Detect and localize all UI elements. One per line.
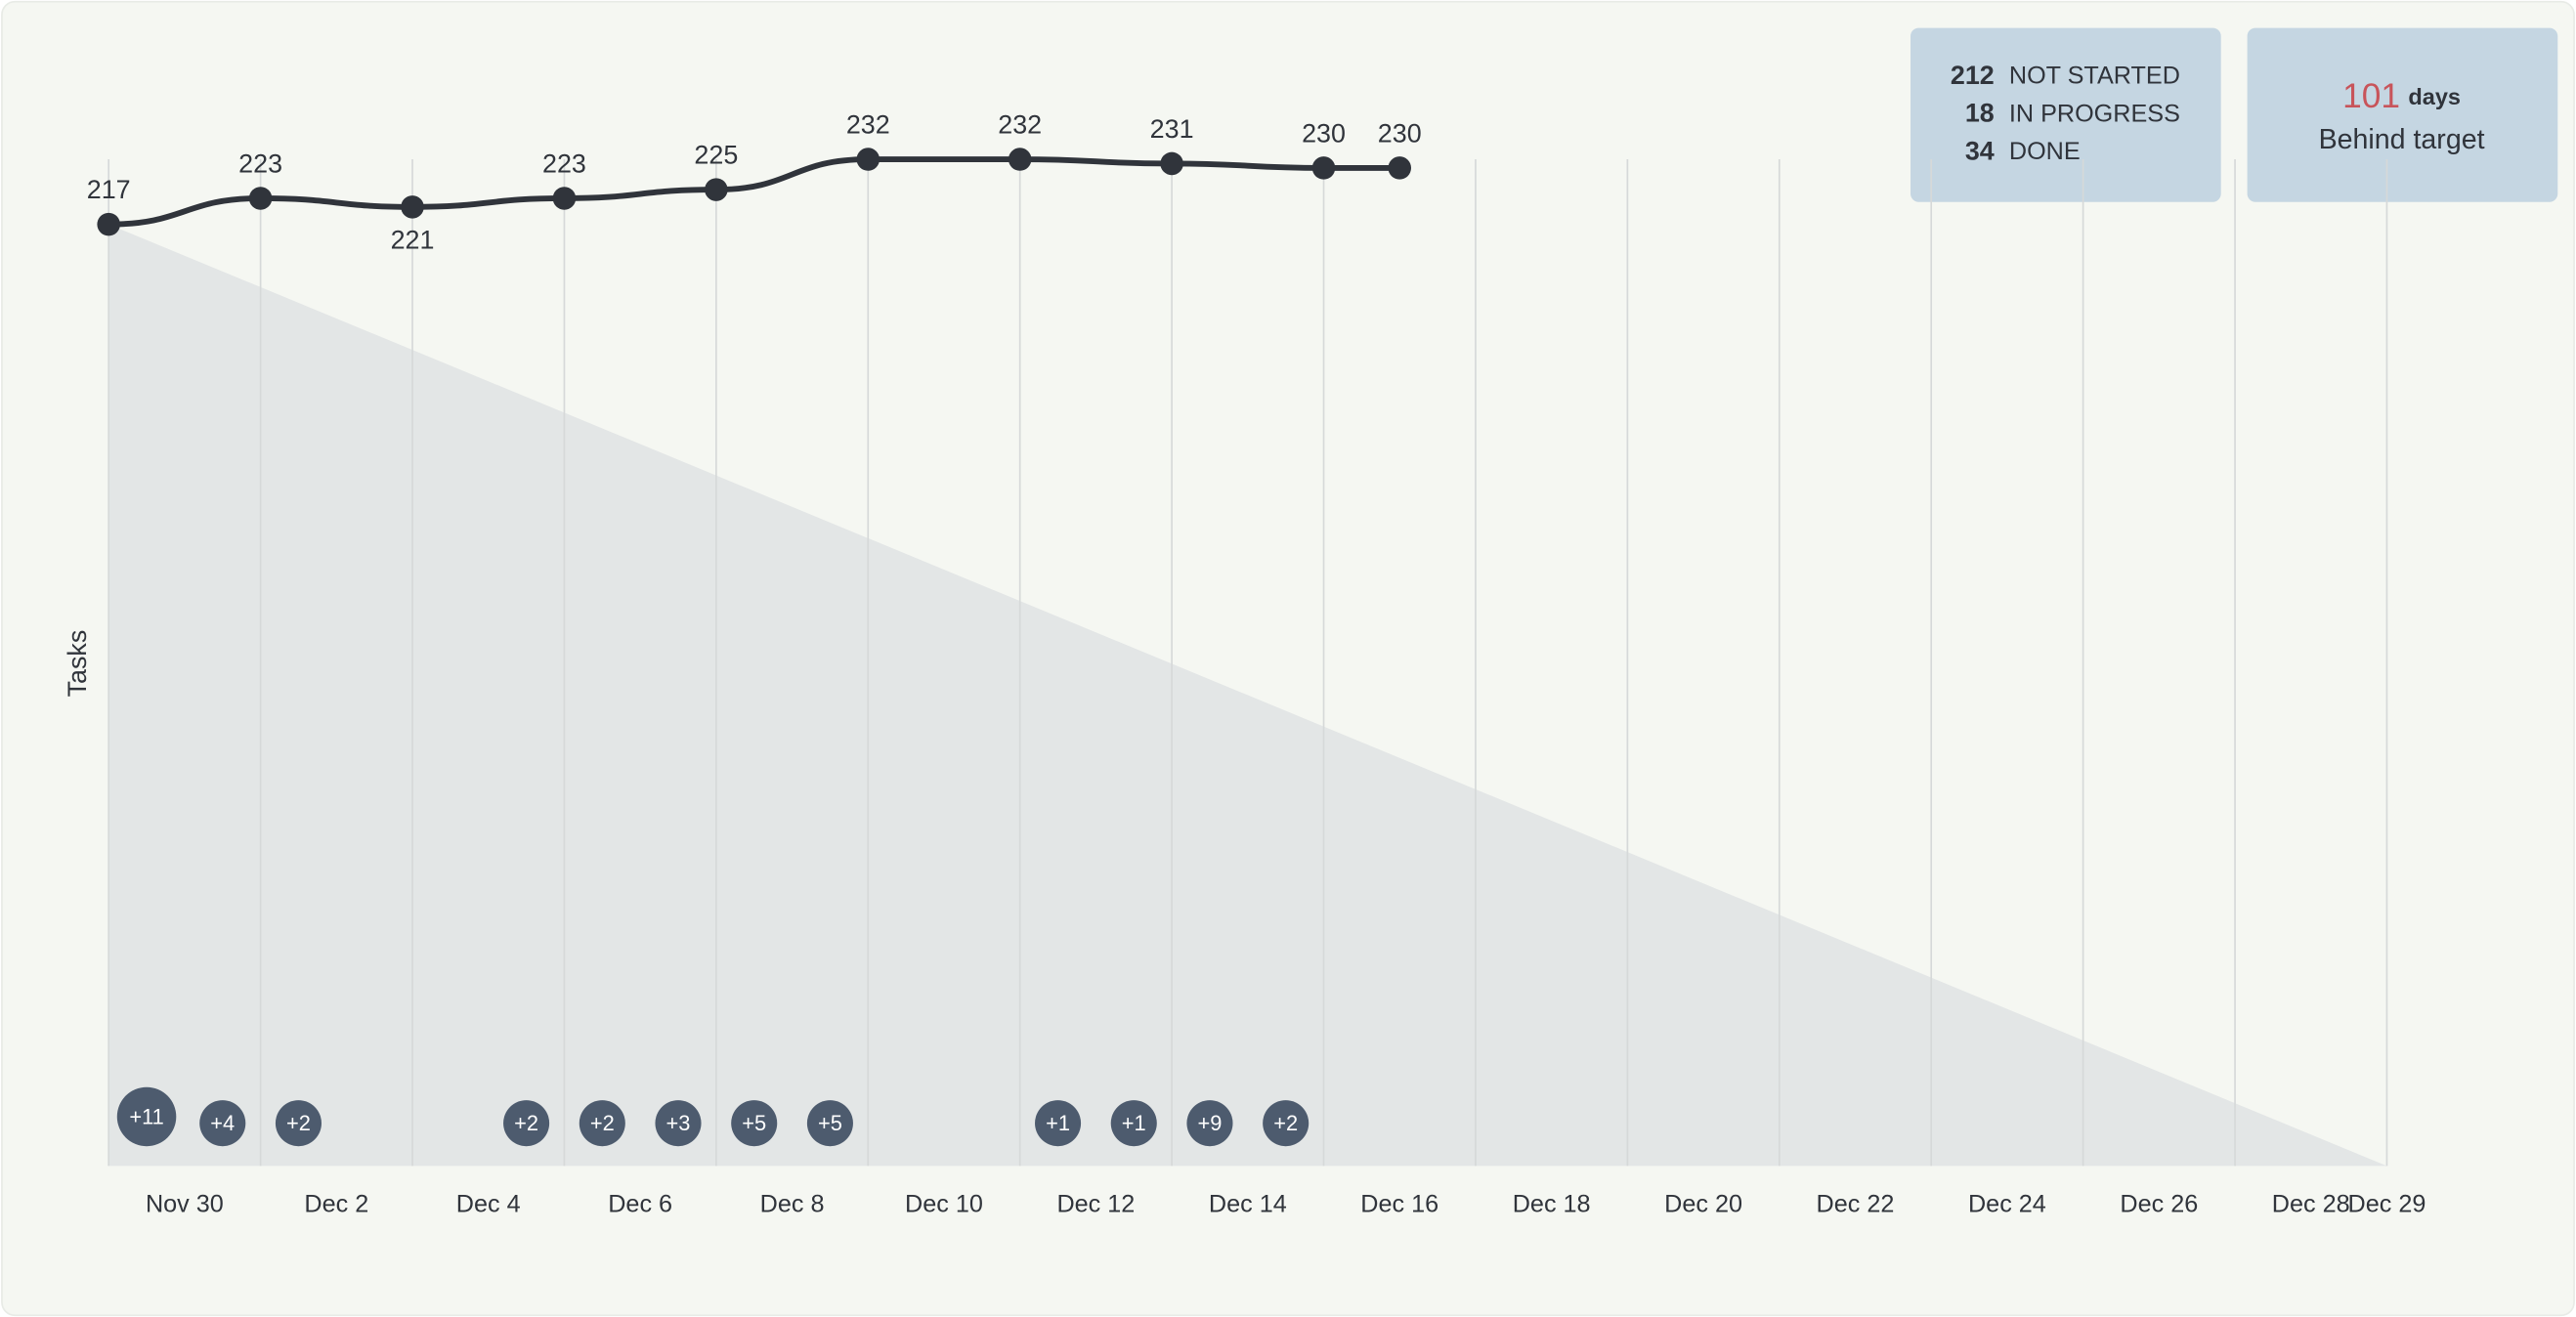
x-tick-label: Dec 20 bbox=[1664, 1190, 1742, 1217]
point bbox=[401, 195, 424, 219]
data-label: 221 bbox=[391, 225, 435, 254]
data-label: 217 bbox=[87, 175, 131, 204]
x-tick-label: Dec 26 bbox=[2120, 1190, 2198, 1217]
x-tick-label: Dec 4 bbox=[456, 1190, 521, 1217]
point bbox=[248, 187, 273, 210]
scope-label: +2 bbox=[590, 1111, 615, 1135]
data-label: 230 bbox=[1302, 118, 1346, 148]
point bbox=[856, 148, 880, 171]
summary-label: NOT STARTED bbox=[2009, 63, 2180, 90]
data-label: 223 bbox=[542, 149, 586, 178]
x-tick-label: Dec 14 bbox=[1209, 1190, 1287, 1217]
scope-label: +4 bbox=[210, 1111, 235, 1135]
scope-bubble bbox=[1186, 1100, 1233, 1147]
line bbox=[108, 156, 1400, 228]
x-tick-label: Nov 30 bbox=[146, 1190, 224, 1217]
data-label: 230 bbox=[1378, 118, 1422, 148]
scope-bubble bbox=[655, 1100, 702, 1147]
data-label: 225 bbox=[694, 141, 738, 170]
summary-box bbox=[1911, 27, 2221, 202]
summary-count: 18 bbox=[1965, 99, 1995, 128]
scope-label: +11 bbox=[129, 1104, 163, 1128]
behind-value: 101 days bbox=[2342, 77, 2461, 115]
point bbox=[1008, 148, 1032, 171]
x-tick-label: Dec 18 bbox=[1513, 1190, 1591, 1217]
point bbox=[1160, 151, 1183, 176]
scope-bubble bbox=[275, 1100, 322, 1147]
target-area bbox=[108, 224, 2387, 1167]
summary-count: 34 bbox=[1965, 136, 1995, 165]
behind-label: Behind target bbox=[2319, 124, 2485, 155]
scope-bubble bbox=[806, 1100, 853, 1147]
scope-label: +9 bbox=[1198, 1111, 1223, 1135]
data-label: 223 bbox=[238, 149, 282, 178]
x-tick-label: Dec 29 bbox=[2348, 1190, 2426, 1217]
scope-label: +2 bbox=[514, 1111, 538, 1135]
data-label: 232 bbox=[998, 110, 1042, 140]
scope-label: +5 bbox=[742, 1111, 766, 1135]
x-tick-label: Dec 22 bbox=[1817, 1190, 1895, 1217]
y-axis-label: Tasks bbox=[63, 630, 92, 698]
point bbox=[552, 187, 577, 210]
x-tick-label: Dec 2 bbox=[304, 1190, 368, 1217]
summary-count: 212 bbox=[1951, 61, 1995, 90]
x-tick-label: Dec 6 bbox=[608, 1190, 672, 1217]
scope-bubble bbox=[731, 1100, 778, 1147]
scope-bubble bbox=[503, 1100, 550, 1147]
scope-label: +3 bbox=[666, 1111, 691, 1135]
point bbox=[97, 212, 120, 236]
behind-box bbox=[2247, 27, 2558, 202]
summary-label: IN PROGRESS bbox=[2009, 100, 2180, 127]
scope-label: +1 bbox=[1046, 1111, 1070, 1135]
x-tick-label: Dec 16 bbox=[1360, 1190, 1438, 1217]
scope-label: +5 bbox=[818, 1111, 842, 1135]
scope-label: +2 bbox=[1273, 1111, 1298, 1135]
x-tick-label: Dec 28 bbox=[2272, 1190, 2350, 1217]
behind-number: 101 bbox=[2342, 77, 2400, 115]
point bbox=[1311, 156, 1336, 180]
scope-label: +1 bbox=[1122, 1111, 1146, 1135]
point bbox=[705, 178, 728, 201]
scope-bubble bbox=[1110, 1100, 1157, 1147]
data-label: 231 bbox=[1150, 114, 1194, 144]
x-tick-label: Dec 10 bbox=[905, 1190, 983, 1217]
x-tick-label: Dec 8 bbox=[760, 1190, 825, 1217]
x-tick-label: Dec 12 bbox=[1056, 1190, 1135, 1217]
scope-bubble bbox=[116, 1086, 177, 1147]
data-label: 232 bbox=[846, 110, 890, 140]
scope-bubble bbox=[579, 1100, 625, 1147]
scope-bubble bbox=[1035, 1100, 1082, 1147]
behind-unit: days bbox=[2408, 84, 2461, 109]
scope-bubble bbox=[199, 1100, 246, 1147]
x-tick-label: Dec 24 bbox=[1968, 1190, 2046, 1217]
scope-label: +2 bbox=[286, 1111, 311, 1135]
scope-bubble bbox=[1263, 1100, 1309, 1147]
summary-label: DONE bbox=[2009, 138, 2081, 165]
point bbox=[1388, 156, 1412, 180]
